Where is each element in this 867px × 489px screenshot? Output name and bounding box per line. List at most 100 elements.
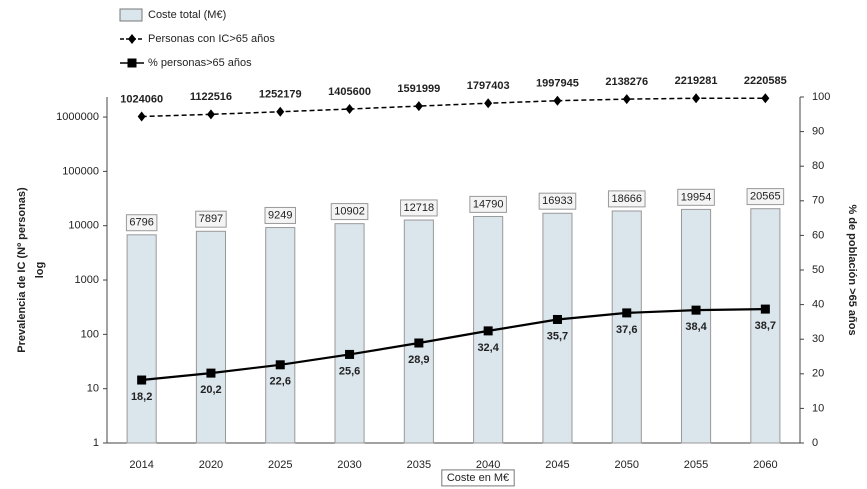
value-label: 2220585 — [744, 75, 787, 87]
value-label: 2219281 — [675, 75, 718, 87]
bar-value-label: 10902 — [334, 206, 365, 218]
point — [137, 375, 147, 385]
point — [206, 368, 216, 378]
point — [128, 34, 136, 44]
bar-value-label: 18666 — [611, 193, 642, 205]
bar-value-box — [330, 203, 369, 221]
x-tick-label: 2014 — [129, 459, 153, 471]
y2-tick-label: 70 — [812, 195, 824, 207]
bar-value-box — [264, 206, 296, 224]
y2-axis-title: % de población >65 años — [846, 204, 858, 335]
bar-value-label: 6796 — [129, 217, 153, 229]
bar — [195, 230, 227, 444]
x-tick-label: 2055 — [684, 459, 708, 471]
x-tick-label: 2050 — [615, 459, 639, 471]
bar-value-label: 14790 — [473, 198, 504, 210]
x-tick-label: 2025 — [268, 459, 292, 471]
y2-tick-label: 50 — [812, 264, 824, 276]
bar-value-box — [469, 195, 507, 213]
bar-value-label: 20565 — [750, 191, 781, 203]
value-label: 22,6 — [270, 376, 291, 388]
point — [691, 305, 701, 315]
x-tick-label: 2040 — [476, 459, 500, 471]
value-label: 1797403 — [467, 80, 510, 92]
value-label: 28,9 — [408, 354, 429, 366]
y-tick-label: 1000000 — [56, 111, 99, 123]
y-tick-label: 1000 — [75, 274, 99, 286]
bar-value-label: 9249 — [268, 209, 292, 221]
point — [692, 93, 701, 104]
bar — [334, 223, 365, 444]
y-tick-label: 100 — [81, 328, 99, 340]
value-label: 18,2 — [131, 391, 152, 403]
point — [553, 95, 562, 106]
x-axis-title-box — [441, 469, 515, 487]
bar-value-box — [400, 199, 438, 217]
y-tick-label: 10 — [87, 383, 99, 395]
legend-swatch — [119, 8, 143, 22]
value-label: 25,6 — [339, 365, 360, 377]
y2-tick-label: 100 — [812, 91, 830, 103]
point — [345, 104, 354, 115]
y2-tick-label: 80 — [812, 160, 824, 172]
legend-label: Coste total (M€) — [148, 9, 226, 21]
bar-value-box — [125, 214, 158, 232]
x-tick-label: 2045 — [545, 459, 569, 471]
value-label: 1405600 — [328, 86, 371, 98]
point — [345, 349, 355, 359]
y2-tick-label: 30 — [812, 333, 824, 345]
point — [275, 360, 285, 370]
line — [141, 307, 766, 382]
point — [414, 338, 424, 348]
point — [414, 101, 423, 112]
bar — [542, 212, 573, 444]
y2-tick-label: 60 — [812, 229, 824, 241]
line — [141, 97, 766, 118]
bar-value-box — [607, 190, 646, 208]
bar-value-box — [677, 188, 715, 206]
point — [552, 314, 562, 324]
value-label: 38,4 — [685, 321, 707, 333]
y2-tick-label: 40 — [812, 299, 824, 311]
y2-tick-label: 0 — [812, 437, 818, 449]
y2-tick-label: 10 — [812, 402, 824, 414]
bar-value-label: 19954 — [681, 191, 712, 203]
bar-value-label: 16933 — [542, 195, 573, 207]
value-label: 32,4 — [477, 342, 499, 354]
bar-value-box — [538, 192, 577, 210]
point — [127, 58, 137, 68]
y-axis-title: Prevalencia de IC (Nº personas) — [16, 187, 28, 353]
point — [622, 94, 631, 105]
value-label: 35,7 — [547, 330, 568, 342]
point — [484, 98, 493, 109]
x-tick-label: 2030 — [337, 459, 361, 471]
value-label: 37,6 — [616, 324, 637, 336]
y-tick-label: 1 — [93, 437, 99, 449]
x-axis-title: Coste en M€ — [447, 472, 509, 484]
y-axis-title: log — [34, 262, 46, 279]
x-tick-label: 2020 — [199, 459, 223, 471]
bar — [750, 208, 781, 444]
y-tick-label: 100000 — [62, 165, 99, 177]
x-tick-label: 2060 — [753, 459, 777, 471]
bar — [126, 234, 157, 444]
x-tick-label: 2035 — [407, 459, 431, 471]
legend-label: % personas>65 años — [148, 57, 252, 69]
bar — [403, 219, 434, 444]
bar — [265, 227, 296, 444]
bar-value-label: 7897 — [199, 213, 223, 225]
value-label: 38,7 — [755, 320, 776, 332]
point — [761, 93, 770, 104]
point — [760, 304, 770, 314]
value-label: 2138276 — [605, 76, 648, 88]
y-tick-label: 10000 — [68, 220, 99, 232]
bar-value-box — [746, 188, 785, 206]
point — [483, 326, 493, 336]
value-label: 1591999 — [397, 83, 440, 95]
point — [206, 109, 215, 120]
bar — [680, 208, 712, 444]
bar-value-box — [195, 210, 227, 228]
bar-value-label: 12718 — [404, 202, 435, 214]
value-label: 1252179 — [259, 89, 302, 101]
